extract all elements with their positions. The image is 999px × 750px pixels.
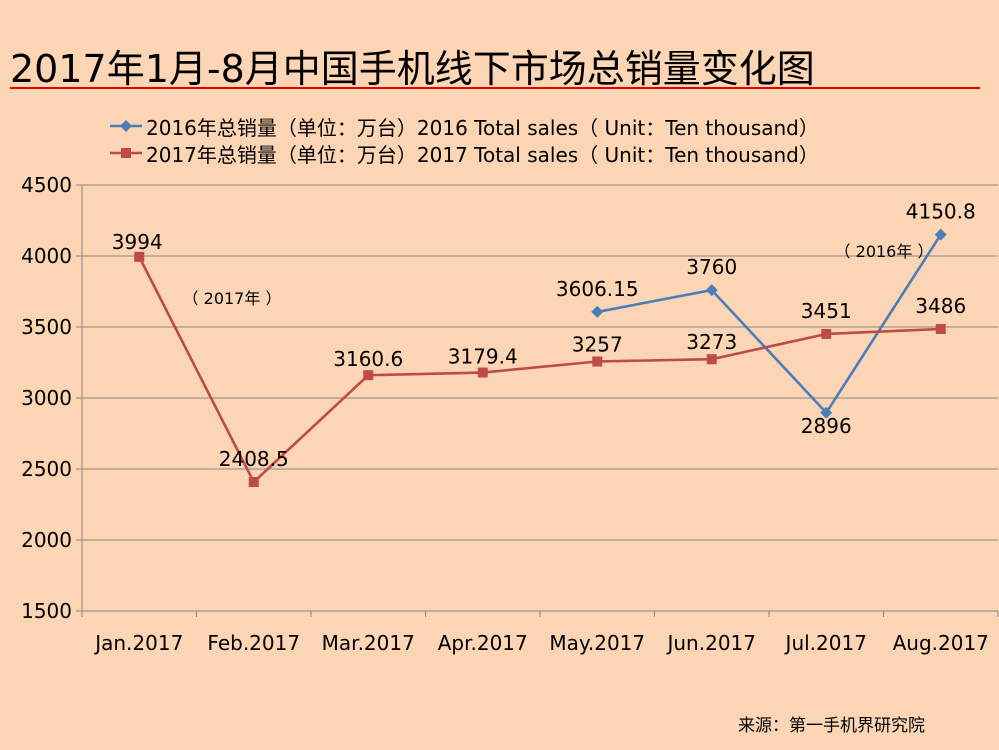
y-tick-label: 4500 [21, 173, 72, 197]
legend-label-2017: 2017年总销量（单位：万台）2017 Total sales（ Unit：Te… [146, 142, 819, 167]
data-point-marker [248, 476, 259, 487]
y-tick-label: 3000 [21, 386, 72, 410]
data-label: 2896 [801, 414, 852, 438]
data-label: 3486 [915, 294, 966, 318]
page-title: 2017年1月-8月中国手机线下市场总销量变化图 [10, 47, 815, 91]
y-tick-label: 1500 [21, 599, 72, 623]
x-tick-label: Aug.2017 [893, 631, 989, 655]
data-label: 3273 [686, 330, 737, 354]
y-tick-label: 4000 [21, 244, 72, 268]
data-point-marker [477, 367, 488, 378]
x-tick-label: Mar.2017 [322, 631, 415, 655]
data-point-marker [705, 284, 718, 297]
legend-square-marker-icon [110, 148, 142, 158]
data-point-marker [592, 356, 603, 367]
data-label: 3160.6 [333, 347, 403, 371]
title-underline [10, 87, 980, 89]
data-label: 3179.4 [448, 345, 518, 369]
data-label: 3994 [112, 230, 163, 254]
series-line-1 [138, 256, 941, 484]
y-tick-label: 2000 [21, 528, 72, 552]
data-label: 3760 [686, 255, 737, 279]
series-line-0 [597, 233, 942, 415]
data-point-marker [934, 228, 947, 241]
data-point-marker [591, 305, 604, 318]
data-label: 2408.5 [219, 447, 289, 471]
series-annotation: （ 2016年 ） [835, 242, 934, 261]
data-point-marker [134, 251, 145, 262]
x-tick-label: May.2017 [549, 631, 645, 655]
y-tick-label: 2500 [21, 457, 72, 481]
data-label: 3451 [801, 299, 852, 323]
legend-diamond-marker-icon [110, 120, 142, 132]
data-point-marker [821, 328, 832, 339]
x-tick-label: Jun.2017 [665, 631, 756, 655]
data-label: 3257 [572, 333, 623, 357]
x-tick-label: Apr.2017 [438, 631, 528, 655]
x-tick-label: Jan.2017 [93, 631, 183, 655]
legend-label-2016: 2016年总销量（单位：万台）2016 Total sales（ Unit：Te… [146, 115, 819, 140]
y-tick-label: 3500 [21, 315, 72, 339]
x-tick-label: Jul.2017 [784, 631, 867, 655]
x-tick-label: Feb.2017 [207, 631, 300, 655]
data-label: 3606.15 [556, 277, 639, 301]
source-note: 来源：第一手机界研究院 [738, 716, 925, 736]
data-label: 4150.8 [906, 200, 976, 224]
data-point-marker [363, 370, 374, 381]
legend-entry-2017: 2017年总销量（单位：万台）2017 Total sales（ Unit：Te… [108, 141, 819, 167]
data-point-marker [706, 354, 717, 365]
legend-entry-2016: 2016年总销量（单位：万台）2016 Total sales（ Unit：Te… [108, 114, 819, 140]
series-annotation: （ 2017年 ） [183, 289, 282, 308]
data-point-marker [820, 406, 833, 419]
data-point-marker [935, 323, 946, 334]
